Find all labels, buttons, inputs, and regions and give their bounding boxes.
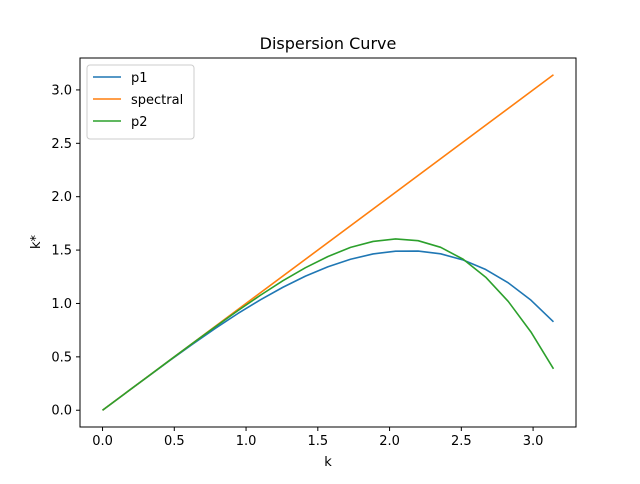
series-line-p2 xyxy=(102,238,555,411)
chart-title: Dispersion Curve xyxy=(260,34,397,53)
legend-label: spectral xyxy=(131,93,183,108)
x-axis-label: k xyxy=(324,455,332,470)
y-tick-label: 2.0 xyxy=(51,190,72,205)
legend-label: p2 xyxy=(131,115,148,130)
x-tick-label: 2.0 xyxy=(379,434,400,449)
x-tick-label: 1.0 xyxy=(236,434,257,449)
y-tick-label: 1.5 xyxy=(51,244,72,259)
x-tick-label: 2.5 xyxy=(451,434,472,449)
x-tick-label: 1.5 xyxy=(307,434,328,449)
y-tick-label: 2.5 xyxy=(51,137,72,152)
legend-label: p1 xyxy=(131,71,148,86)
y-tick-label: 0.0 xyxy=(51,404,72,419)
y-tick-label: 3.0 xyxy=(51,83,72,98)
y-tick-label: 0.5 xyxy=(51,350,72,365)
y-tick-label: 1.0 xyxy=(51,297,72,312)
legend: p1 spectral p2 xyxy=(86,64,195,140)
x-tick-label: 3.0 xyxy=(523,434,544,449)
axes-frame xyxy=(79,57,577,428)
series-lines xyxy=(102,74,555,411)
axis-ticks: 0.0 0.5 1.0 1.5 2.0 2.5 3.0 0.0 0.5 1.0 1.5 2.0 2.5 3… xyxy=(51,83,543,449)
y-axis-label: k* xyxy=(29,234,44,249)
x-tick-label: 0.5 xyxy=(164,434,185,449)
x-tick-label: 0.0 xyxy=(92,434,113,449)
